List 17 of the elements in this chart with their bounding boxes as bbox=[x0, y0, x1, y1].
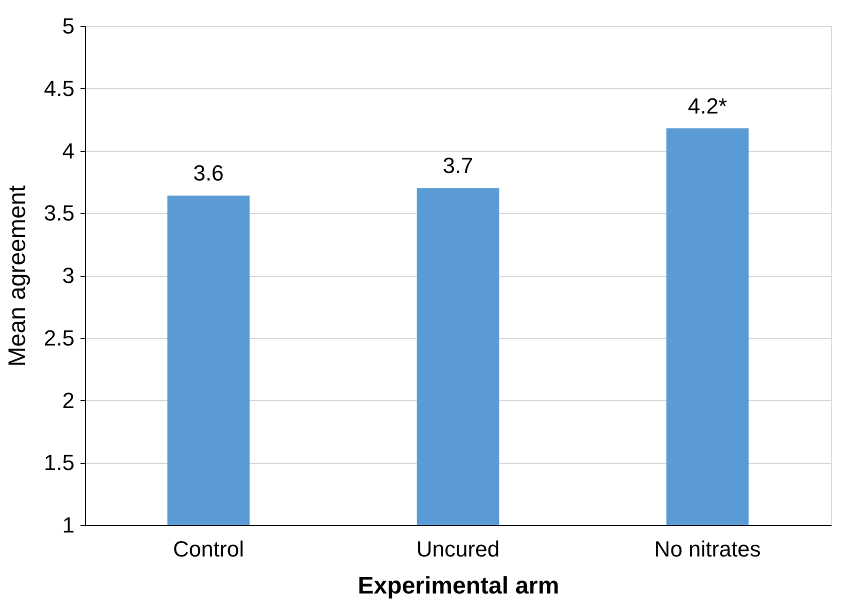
y-tick-label: 1 bbox=[62, 512, 74, 538]
data-label: 3.6 bbox=[193, 160, 224, 186]
y-tick-label: 5 bbox=[62, 14, 74, 38]
x-tick-label: No nitrates bbox=[654, 536, 761, 562]
x-tick-label: Control bbox=[173, 536, 244, 562]
data-label: 4.2* bbox=[688, 93, 728, 118]
x-tick-label: Uncured bbox=[416, 536, 500, 562]
y-tick-label: 2 bbox=[62, 388, 74, 413]
x-axis-title: Experimental arm bbox=[358, 572, 560, 600]
y-tick-label: 4 bbox=[62, 138, 74, 164]
y-tick-label: 3 bbox=[62, 263, 74, 288]
data-label: 3.7 bbox=[442, 153, 474, 178]
y-tick-label: 2.5 bbox=[44, 325, 74, 350]
y-tick-label: 1.5 bbox=[44, 450, 74, 476]
y-tick-label: 4.5 bbox=[44, 76, 74, 101]
y-axis-title: Mean agreement bbox=[4, 184, 31, 367]
y-tick-label: 3.5 bbox=[44, 200, 74, 226]
